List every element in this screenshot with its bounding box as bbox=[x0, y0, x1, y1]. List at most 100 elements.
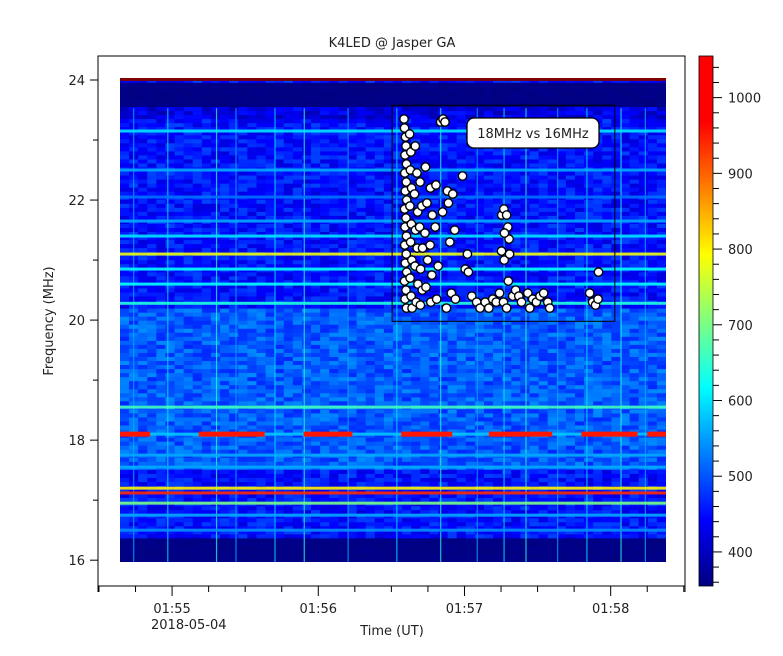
heatmap-cell bbox=[311, 537, 321, 543]
heatmap-cell bbox=[301, 416, 312, 422]
heatmap-cell bbox=[311, 243, 321, 249]
heatmap-cell bbox=[493, 259, 503, 265]
heatmap-cell bbox=[156, 396, 167, 402]
heatmap-cell bbox=[429, 408, 440, 414]
heatmap-cell bbox=[493, 396, 503, 402]
heatmap-cell bbox=[247, 533, 258, 539]
heatmap-cell bbox=[165, 525, 176, 531]
heatmap-cell bbox=[656, 457, 666, 462]
heatmap-cell bbox=[165, 408, 176, 414]
heatmap-cell bbox=[174, 400, 185, 406]
heatmap-cell bbox=[247, 420, 258, 426]
heatmap-cell bbox=[483, 517, 494, 523]
heatmap-cell bbox=[183, 408, 194, 414]
heatmap-cell bbox=[511, 235, 521, 241]
heatmap-cell bbox=[511, 324, 521, 329]
heatmap-cell bbox=[656, 384, 666, 390]
heatmap-cell bbox=[502, 408, 512, 414]
heatmap-cell bbox=[274, 368, 285, 374]
heatmap-cell bbox=[429, 437, 440, 442]
heatmap-cell bbox=[483, 247, 494, 253]
heatmap-cell bbox=[329, 243, 339, 249]
heatmap-cell bbox=[629, 416, 640, 422]
heatmap-cell bbox=[574, 437, 585, 442]
heatmap-cell bbox=[138, 457, 148, 462]
heatmap-cell bbox=[156, 497, 167, 503]
heatmap-cell bbox=[365, 493, 376, 499]
heatmap-cell bbox=[602, 231, 612, 237]
heatmap-cell bbox=[210, 469, 221, 474]
heatmap-cell bbox=[256, 255, 267, 261]
heatmap-cell bbox=[547, 396, 558, 402]
heatmap-cell bbox=[220, 287, 230, 293]
heatmap-cell bbox=[174, 259, 185, 265]
heatmap-cell bbox=[338, 412, 349, 418]
heatmap-cell bbox=[156, 505, 167, 511]
heatmap-cell bbox=[629, 372, 640, 378]
heatmap-cell bbox=[438, 275, 449, 281]
heatmap-cell bbox=[311, 320, 321, 325]
heatmap-cell bbox=[474, 445, 485, 450]
heatmap-cell bbox=[329, 420, 339, 426]
heatmap-cell bbox=[274, 388, 285, 394]
heatmap-cell bbox=[529, 279, 540, 285]
heatmap-cell bbox=[456, 376, 467, 382]
heatmap-cell bbox=[329, 259, 339, 265]
heatmap-cell bbox=[538, 505, 549, 511]
heatmap-cell bbox=[420, 553, 430, 559]
heatmap-cell bbox=[456, 537, 467, 543]
heatmap-cell bbox=[220, 416, 230, 422]
heatmap-cell bbox=[547, 380, 558, 386]
heatmap-cell bbox=[120, 312, 130, 317]
heatmap-cell bbox=[365, 416, 376, 422]
heatmap-cell bbox=[320, 255, 330, 261]
heatmap-cell bbox=[638, 231, 649, 237]
heatmap-cell bbox=[502, 287, 512, 293]
heatmap-cell bbox=[374, 316, 385, 321]
heatmap-cell bbox=[229, 497, 239, 503]
heatmap-cell bbox=[165, 481, 176, 486]
heatmap-cell bbox=[156, 239, 167, 245]
heatmap-cell bbox=[238, 275, 248, 281]
heatmap-cell bbox=[383, 529, 394, 535]
heatmap-cell bbox=[374, 263, 385, 269]
heatmap-cell bbox=[465, 243, 476, 249]
heatmap-cell bbox=[493, 420, 503, 426]
heatmap-cell bbox=[456, 324, 467, 329]
heatmap-cell bbox=[438, 287, 449, 293]
heatmap-cell bbox=[229, 360, 239, 366]
heatmap-cell bbox=[256, 235, 267, 241]
heatmap-cell bbox=[502, 493, 512, 499]
heatmap-cell bbox=[511, 388, 521, 394]
heatmap-cell bbox=[538, 364, 549, 370]
heatmap-cell bbox=[556, 416, 567, 422]
heatmap-cell bbox=[365, 227, 376, 232]
heatmap-cell bbox=[629, 533, 640, 539]
heatmap-cell bbox=[138, 312, 148, 317]
heatmap-cell bbox=[210, 255, 221, 261]
heatmap-cell bbox=[120, 469, 130, 474]
heatmap-cell bbox=[265, 283, 276, 289]
heatmap-cell bbox=[638, 263, 649, 269]
heatmap-cell bbox=[502, 291, 512, 297]
heatmap-cell bbox=[192, 328, 203, 333]
heatmap-cell bbox=[620, 364, 631, 370]
heatmap-cell bbox=[338, 553, 349, 559]
heatmap-cell bbox=[356, 328, 367, 333]
heatmap-cell bbox=[392, 380, 403, 386]
heatmap-cell bbox=[265, 388, 276, 394]
heatmap-cell bbox=[584, 517, 594, 523]
heatmap-cell bbox=[629, 279, 640, 285]
heatmap-cell bbox=[265, 291, 276, 297]
heatmap-cell bbox=[347, 408, 358, 414]
heatmap-cell bbox=[493, 412, 503, 418]
heatmap-cell bbox=[574, 469, 585, 474]
heatmap-cell bbox=[429, 283, 440, 289]
heatmap-cell bbox=[502, 328, 512, 333]
heatmap-cell bbox=[574, 505, 585, 511]
heatmap-cell bbox=[565, 549, 576, 555]
heatmap-cell bbox=[356, 316, 367, 321]
heatmap-cell bbox=[529, 308, 540, 313]
heatmap-cell bbox=[474, 312, 485, 317]
heatmap-cell bbox=[656, 449, 666, 454]
